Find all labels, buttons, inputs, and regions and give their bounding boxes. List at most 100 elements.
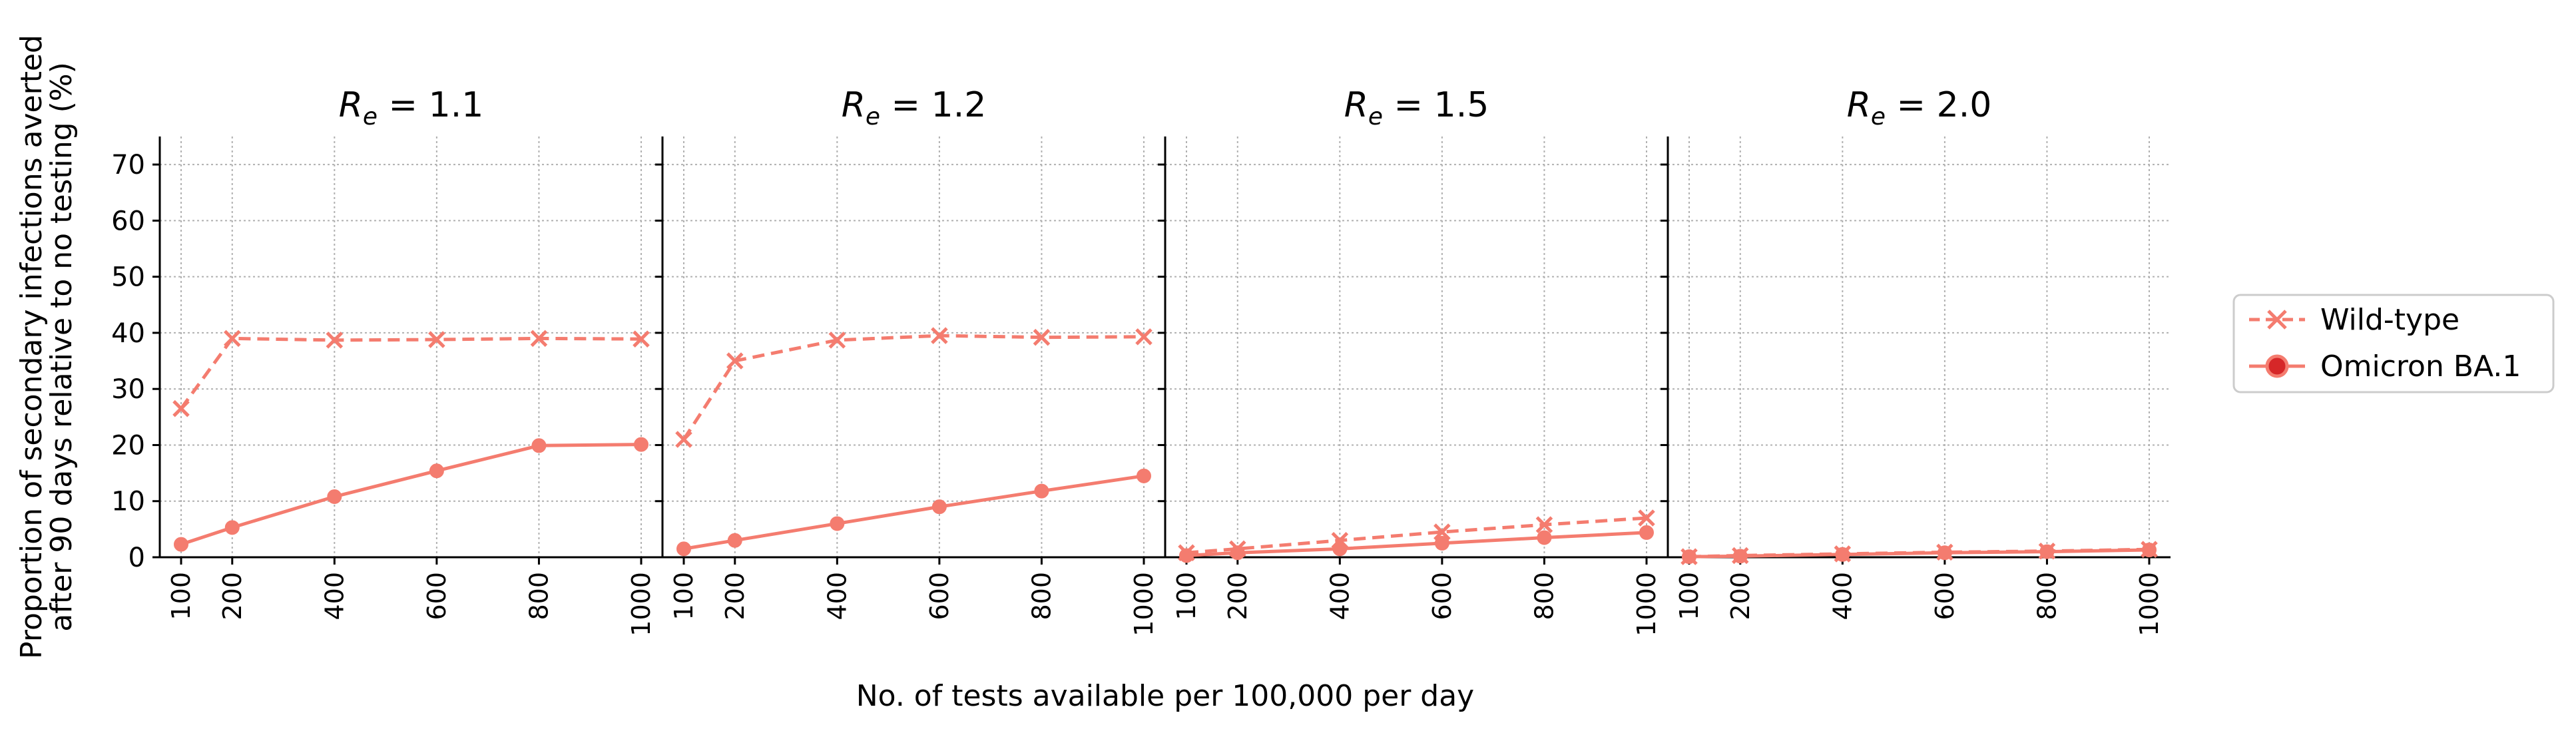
- data-point: [726, 352, 744, 370]
- x-tick-label: 600: [1930, 572, 1959, 620]
- x-tick-label: 600: [422, 572, 451, 620]
- data-point: [675, 431, 692, 448]
- data-point: [1179, 548, 1194, 563]
- data-point: [1937, 545, 1952, 561]
- data-point: [676, 541, 691, 557]
- data-point: [1537, 530, 1552, 545]
- series-line: [179, 336, 642, 410]
- x-tick-label: 600: [1427, 572, 1457, 620]
- grid: [160, 136, 662, 558]
- series-line: [682, 334, 1145, 441]
- data-point: [931, 327, 948, 344]
- data-point: [931, 499, 947, 515]
- data-point: [830, 516, 845, 531]
- data-point: [1433, 523, 1451, 541]
- data-point: [224, 330, 241, 348]
- legend-label: Wild-type: [2320, 303, 2459, 337]
- data-point: [1033, 328, 1051, 346]
- x-tick-label: 800: [1529, 572, 1559, 620]
- x-tick-label: 400: [822, 572, 852, 620]
- data-point: [429, 463, 444, 479]
- y-tick-label: 40: [111, 318, 145, 349]
- series-line: [683, 474, 1145, 551]
- data-point: [1034, 483, 1049, 499]
- series-wild-type: [675, 327, 1153, 448]
- data-point: [174, 537, 188, 552]
- x-tick-label: 200: [1223, 572, 1252, 620]
- x-tick-label: 1000: [627, 572, 656, 636]
- data-point: [634, 437, 648, 452]
- panel-title: Re = 2.0: [1847, 85, 1992, 130]
- panel-2: 100 200 400 600 800 1000 Re = 1.2: [655, 85, 1165, 636]
- data-point: [224, 520, 240, 535]
- y-tick-label: 10: [111, 487, 145, 517]
- legend-item-wild-type[interactable]: Wild-type: [2249, 303, 2459, 337]
- y-tick-label: 30: [111, 374, 145, 405]
- x-tick-label: 800: [524, 572, 553, 620]
- grid: [1165, 136, 1668, 558]
- series-omicron-ba1: [1682, 543, 2157, 565]
- data-point: [1639, 525, 1654, 540]
- x-tick-label: 200: [720, 572, 750, 620]
- panel-4: 100 200 400 600 800 1000 Re = 2.0: [1661, 85, 2171, 636]
- x-axis-label-text: No. of tests available per 100,000 per d…: [856, 679, 1474, 713]
- data-point: [2142, 543, 2157, 558]
- x-tick-label: 400: [1828, 572, 1857, 620]
- x-tick-label: 100: [166, 572, 196, 620]
- data-point: [1732, 549, 1748, 564]
- data-point: [1332, 541, 1348, 557]
- x-tick-label: 400: [320, 572, 349, 620]
- data-point: [1230, 545, 1245, 561]
- panel-title: Re = 1.2: [842, 85, 987, 130]
- legend-item-omicron-ba1[interactable]: Omicron BA.1: [2249, 350, 2521, 383]
- x-tick-label: 800: [1027, 572, 1056, 620]
- y-axis-label-line: Proportion of secondary infections avert…: [15, 35, 49, 659]
- legend-marker: [2267, 310, 2287, 330]
- data-point: [172, 399, 190, 417]
- series-omicron-ba1: [174, 437, 648, 552]
- data-point: [1535, 516, 1553, 533]
- x-tick-label: 100: [669, 572, 698, 620]
- data-point: [633, 330, 650, 348]
- y-tick-label: 60: [111, 206, 145, 236]
- x-tick-label: 100: [1674, 572, 1704, 620]
- x-tick-label: 400: [1325, 572, 1354, 620]
- data-point: [1434, 535, 1449, 551]
- data-point: [1835, 547, 1850, 562]
- series-omicron-ba1: [676, 468, 1151, 557]
- data-point: [2039, 544, 2055, 559]
- data-point: [1682, 549, 1696, 565]
- data-point: [326, 332, 344, 349]
- panels: 0 10 20 30 40 50 60 70 100 200 400 600 800 1000 Re = 1…: [111, 85, 2171, 636]
- series-wild-type: [172, 330, 650, 417]
- x-tick-label: 1000: [1632, 572, 1661, 636]
- data-point: [531, 438, 547, 453]
- legend-label: Omicron BA.1: [2320, 350, 2521, 383]
- x-tick-label: 100: [1172, 572, 1201, 620]
- series-line: [1186, 516, 1647, 555]
- x-tick-label: 200: [218, 572, 247, 620]
- data-point: [530, 330, 548, 348]
- panel-3: 100 200 400 600 800 1000 Re = 1.5: [1158, 85, 1668, 636]
- x-tick-label: 1000: [2135, 572, 2164, 636]
- data-point: [428, 331, 445, 348]
- panel-1: 0 10 20 30 40 50 60 70 100 200 400 600 800 1000 Re = 1…: [111, 85, 662, 636]
- legend[interactable]: Wild-type Omicron BA.1: [2232, 294, 2555, 393]
- legend-frame: [2232, 294, 2555, 393]
- x-tick-label: 1000: [1129, 572, 1159, 636]
- y-tick-label: 70: [111, 150, 145, 180]
- data-point: [1135, 328, 1153, 346]
- series-line: [180, 443, 642, 546]
- x-axis-label: No. of tests available per 100,000 per d…: [856, 679, 1474, 713]
- y-tick-label: 0: [129, 543, 145, 573]
- series-line: [1688, 548, 2150, 559]
- x-tick-label: 600: [925, 572, 954, 620]
- y-axis-label: Proportion of secondary infections avert…: [15, 35, 79, 659]
- legend-marker: [2265, 354, 2289, 378]
- data-point: [1137, 468, 1151, 483]
- grid: [1668, 136, 2171, 558]
- data-point: [727, 533, 742, 548]
- panel-title: Re = 1.1: [339, 85, 484, 130]
